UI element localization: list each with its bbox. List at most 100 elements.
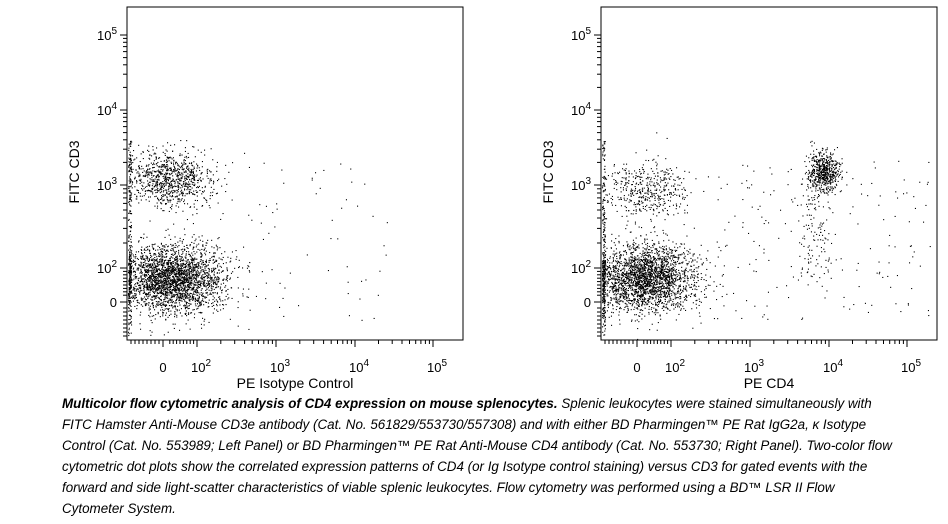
event-dot bbox=[651, 250, 653, 252]
event-dot bbox=[646, 264, 648, 266]
event-dot bbox=[212, 159, 214, 161]
event-dot bbox=[144, 269, 146, 271]
event-dot bbox=[160, 288, 162, 290]
event-dot bbox=[193, 264, 195, 266]
event-dot bbox=[135, 264, 137, 266]
event-dot bbox=[149, 267, 151, 269]
event-dot bbox=[148, 268, 150, 270]
event-dot bbox=[213, 288, 215, 290]
event-dot bbox=[128, 294, 130, 296]
event-dot bbox=[173, 285, 175, 287]
event-dot bbox=[166, 178, 168, 180]
event-dot bbox=[654, 289, 656, 291]
event-dot bbox=[174, 314, 176, 316]
event-dot bbox=[150, 162, 152, 164]
event-dot bbox=[188, 193, 190, 195]
event-dot bbox=[149, 266, 151, 268]
event-dot bbox=[183, 293, 185, 295]
event-dot bbox=[167, 250, 169, 252]
event-dot bbox=[649, 284, 651, 286]
event-dot bbox=[156, 259, 158, 261]
event-dot bbox=[160, 282, 162, 284]
event-dot bbox=[184, 147, 186, 149]
event-dot bbox=[131, 246, 133, 248]
event-dot bbox=[163, 195, 165, 197]
event-dot bbox=[129, 302, 131, 304]
event-dot bbox=[130, 196, 132, 198]
event-dot bbox=[154, 259, 156, 261]
event-dot bbox=[164, 266, 166, 268]
event-dot bbox=[157, 273, 159, 275]
event-dot bbox=[130, 317, 132, 319]
event-dot bbox=[187, 187, 189, 189]
event-dot bbox=[177, 184, 179, 186]
event-dot bbox=[156, 207, 158, 209]
event-dot bbox=[133, 150, 135, 152]
event-dot bbox=[150, 171, 152, 173]
event-dot bbox=[169, 185, 171, 187]
event-dot bbox=[174, 236, 176, 238]
event-dot bbox=[227, 298, 229, 300]
event-dot bbox=[668, 284, 670, 286]
event-dot bbox=[195, 264, 197, 266]
event-dot bbox=[182, 239, 184, 241]
event-dot bbox=[146, 269, 148, 271]
event-dot bbox=[164, 269, 166, 271]
event-dot bbox=[642, 280, 644, 282]
event-dot bbox=[184, 293, 186, 295]
event-dot bbox=[143, 262, 145, 264]
event-dot bbox=[128, 157, 130, 159]
event-dot bbox=[140, 268, 142, 270]
event-dot bbox=[622, 293, 624, 295]
event-dot bbox=[147, 246, 149, 248]
event-dot bbox=[148, 196, 150, 198]
event-dot bbox=[207, 272, 209, 274]
event-dot bbox=[136, 269, 138, 271]
event-dot bbox=[609, 290, 611, 292]
event-dot bbox=[129, 283, 131, 285]
event-dot bbox=[130, 301, 132, 303]
event-dot bbox=[157, 293, 159, 295]
event-dot bbox=[217, 180, 219, 182]
event-dot bbox=[653, 259, 655, 261]
event-dot bbox=[171, 289, 173, 291]
event-dot bbox=[166, 270, 168, 272]
event-dot bbox=[161, 195, 163, 197]
event-dot bbox=[166, 295, 168, 297]
event-dot bbox=[182, 210, 184, 212]
event-dot bbox=[189, 267, 191, 269]
event-dot bbox=[161, 173, 163, 175]
event-dot bbox=[139, 265, 141, 267]
event-dot bbox=[130, 163, 132, 165]
event-dot bbox=[202, 260, 204, 262]
event-dot bbox=[130, 158, 132, 160]
event-dot bbox=[150, 289, 152, 291]
event-dot bbox=[175, 250, 177, 252]
event-dot bbox=[198, 305, 200, 307]
event-dot bbox=[607, 301, 609, 303]
event-dot bbox=[168, 289, 170, 291]
event-dot bbox=[141, 246, 143, 248]
event-dot bbox=[164, 180, 166, 182]
event-dot bbox=[632, 259, 634, 261]
event-dot bbox=[192, 264, 194, 266]
event-dot bbox=[158, 166, 160, 168]
event-dot bbox=[128, 297, 130, 299]
event-dot bbox=[182, 270, 184, 272]
event-dot bbox=[132, 289, 134, 291]
event-dot bbox=[170, 285, 172, 287]
event-dot bbox=[143, 258, 145, 260]
event-dot bbox=[193, 176, 195, 178]
event-dot bbox=[179, 172, 181, 174]
event-dot bbox=[164, 272, 166, 274]
event-dot bbox=[152, 167, 154, 169]
event-dot bbox=[691, 283, 693, 285]
event-dot bbox=[198, 301, 200, 303]
event-dot bbox=[218, 237, 220, 239]
event-dot bbox=[210, 178, 212, 180]
event-dot bbox=[237, 301, 239, 303]
event-dots bbox=[602, 132, 931, 340]
y-axis-title: FITC CD3 bbox=[66, 140, 82, 203]
event-dot bbox=[379, 270, 381, 272]
event-dot bbox=[164, 288, 166, 290]
